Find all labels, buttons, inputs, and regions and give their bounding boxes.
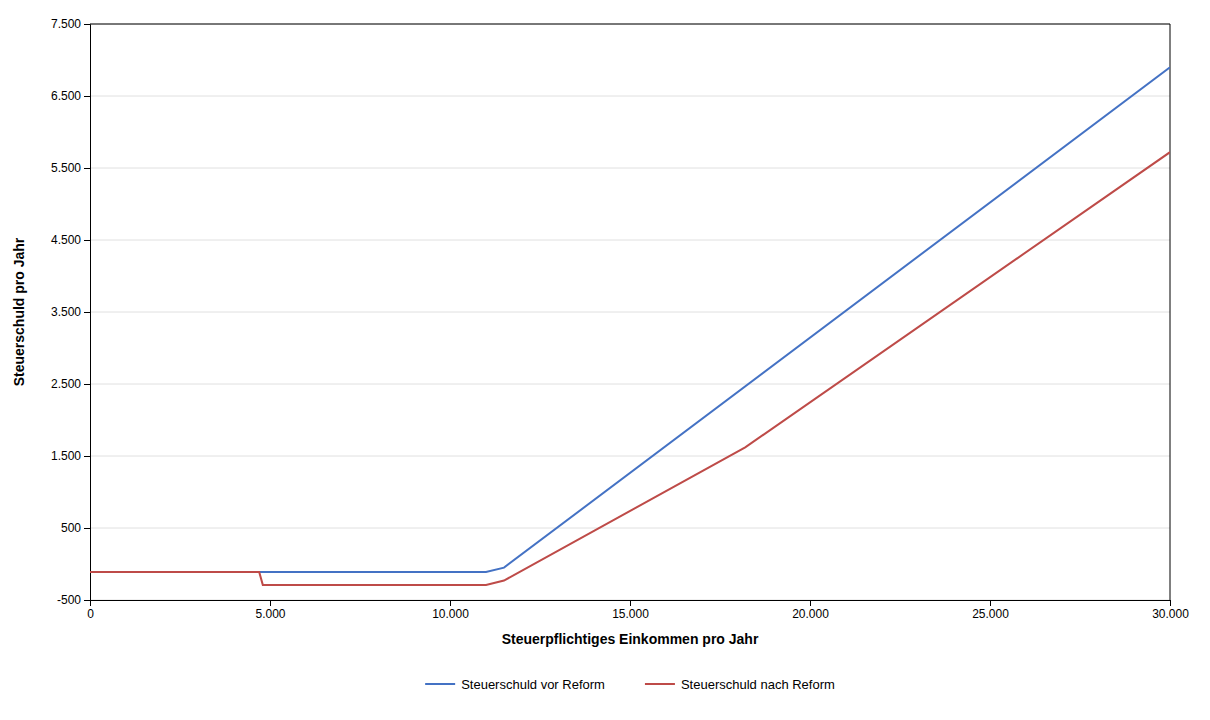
tick-mark [84, 240, 90, 241]
grid-line [90, 528, 1170, 529]
frame-line [90, 24, 1170, 25]
tick-mark [84, 96, 90, 97]
tick: 6.500 [51, 89, 90, 103]
tick-mark [84, 168, 90, 169]
tick: 2.500 [51, 377, 90, 391]
legend-swatch [645, 683, 675, 685]
tick-label: 0 [87, 607, 94, 621]
tick-mark [270, 600, 271, 606]
tick: 5.000 [255, 600, 285, 621]
tick: 25.000 [972, 600, 1009, 621]
legend-label: Steuerschuld vor Reform [461, 677, 605, 692]
tick-label: 3.500 [51, 305, 81, 319]
tick: 5.500 [51, 161, 90, 175]
tick-label: 500 [61, 521, 81, 535]
tick: 4.500 [51, 233, 90, 247]
grid-line [90, 240, 1170, 241]
grid-line [90, 96, 1170, 97]
axis-line [84, 25, 91, 601]
x-axis: 0 5.000 10.000 15.000 20.000 25.000 30.000 [87, 600, 1189, 621]
line [90, 152, 1170, 585]
grid-line [90, 312, 1170, 313]
tick-mark [84, 528, 90, 529]
legend-entry: Steuerschuld nach Reform [645, 677, 835, 692]
grid-line [90, 384, 1170, 385]
tick-label: 30.000 [1152, 607, 1189, 621]
tick-mark [810, 600, 811, 606]
tick-label: 5.000 [255, 607, 285, 621]
line [90, 67, 1170, 572]
legend-swatch [425, 683, 455, 685]
tick: 7.500 [51, 17, 90, 31]
tick: 1.500 [51, 449, 90, 463]
legend-entry: Steuerschuld vor Reform [425, 677, 605, 692]
grid-line [90, 24, 1170, 25]
x-axis-title: Steuerpflichtiges Einkommen pro Jahr [502, 631, 759, 647]
tick: 0 [87, 600, 94, 621]
chart: 0 5.000 10.000 15.000 20.000 25.000 30.000 -500… [0, 0, 1210, 720]
tick: 3.500 [51, 305, 90, 319]
tick-mark [84, 384, 90, 385]
plot: 0 5.000 10.000 15.000 20.000 25.000 30.000 -500… [51, 17, 1189, 620]
tick-mark [84, 24, 90, 25]
tick-mark [1170, 600, 1171, 606]
tick-mark [84, 600, 90, 601]
tick-label: 5.500 [51, 161, 81, 175]
tick-label: 6.500 [51, 89, 81, 103]
tick: 10.000 [432, 600, 469, 621]
legend: Steuerschuld vor Reform Steuerschuld nach… [425, 677, 835, 692]
axis-line [91, 601, 1171, 607]
tick: 500 [61, 521, 90, 535]
tick-label: 15.000 [612, 607, 649, 621]
y-axis-title: Steuerschuld pro Jahr [11, 237, 27, 386]
tick-label: 4.500 [51, 233, 81, 247]
tick-mark [84, 312, 90, 313]
y-axis: -500 500 1.500 2.500 3.500 4.500 5.500 6.500 7.5… [51, 17, 91, 607]
tick-label: 25.000 [972, 607, 1009, 621]
tick-mark [450, 600, 451, 606]
lines [90, 67, 1170, 585]
tick-label: 2.500 [51, 377, 81, 391]
tick-label: 7.500 [51, 17, 81, 31]
tick-mark [630, 600, 631, 606]
legend-label: Steuerschuld nach Reform [681, 677, 835, 692]
tick: 20.000 [792, 600, 829, 621]
tick-mark [990, 600, 991, 606]
tick: -500 [57, 593, 90, 607]
tick-label: -500 [57, 593, 81, 607]
tick-mark [84, 456, 90, 457]
tick-label: 1.500 [51, 449, 81, 463]
frame-line [1170, 24, 1171, 600]
tick-label: 10.000 [432, 607, 469, 621]
grid [90, 24, 1170, 600]
grid-line [90, 456, 1170, 457]
tick-label: 20.000 [792, 607, 829, 621]
tick: 30.000 [1152, 600, 1189, 621]
grid-line [90, 168, 1170, 169]
tick: 15.000 [612, 600, 649, 621]
